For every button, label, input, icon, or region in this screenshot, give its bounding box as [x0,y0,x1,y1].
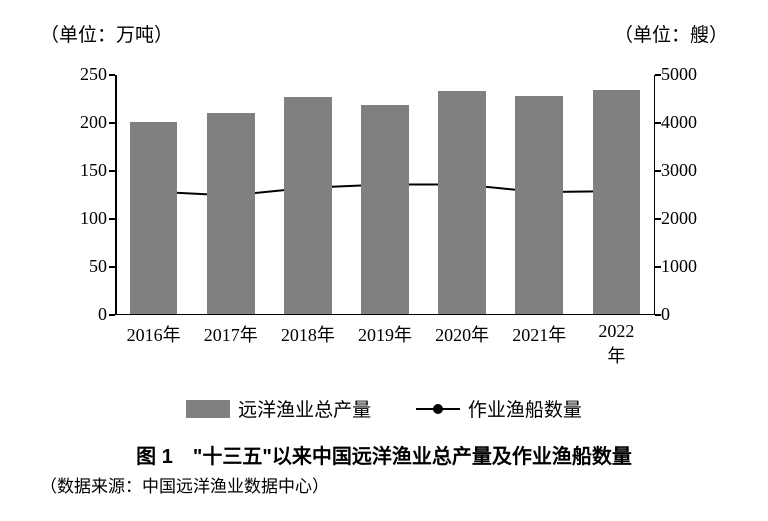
legend-bar-label: 远洋渔业总产量 [238,395,371,422]
legend-line-label: 作业渔船数量 [468,395,582,422]
bar [130,122,178,314]
bar [438,91,486,314]
x-category-label: 2022年 [597,321,636,368]
y-right-tick-label: 4000 [661,112,711,133]
x-category-label: 2016年 [127,321,181,347]
legend: 远洋渔业总产量 作业渔船数量 [0,395,768,424]
x-category-label: 2017年 [204,321,258,347]
y-left-tick-label: 150 [67,160,107,181]
bar [207,113,255,314]
bar [593,90,641,314]
x-category-label: 2019年 [358,321,412,347]
x-category-label: 2020年 [435,321,489,347]
y-left-tick-label: 250 [67,64,107,85]
data-source-note: （数据来源：中国远洋渔业数据中心） [40,472,329,497]
y-left-tick-label: 0 [67,304,107,325]
legend-bar-swatch [186,400,230,418]
y-right-tick-label: 3000 [661,160,711,181]
x-category-label: 2018年 [281,321,335,347]
y-left-tick-label: 50 [67,256,107,277]
bar [361,105,409,314]
bar [515,96,563,314]
figure-caption: 图 1 "十三五"以来中国远洋渔业总产量及作业渔船数量 [0,440,768,469]
y-right-tick-label: 5000 [661,64,711,85]
legend-item-bar: 远洋渔业总产量 [186,395,371,422]
chart-container: （单位：万吨） （单位：艘） 0501001502002500100020003… [40,20,728,380]
y-left-tick-label: 200 [67,112,107,133]
plot-area: 0501001502002500100020003000400050002016… [115,75,655,315]
y-right-tick-label: 0 [661,304,711,325]
bar [284,97,332,314]
y-right-unit-label: （单位：艘） [614,20,728,47]
legend-line-swatch [416,400,460,418]
y-right-tick-label: 1000 [661,256,711,277]
y-right-tick-label: 2000 [661,208,711,229]
x-category-label: 2021年 [512,321,566,347]
y-left-tick-label: 100 [67,208,107,229]
legend-item-line: 作业渔船数量 [416,395,582,422]
y-left-unit-label: （单位：万吨） [40,20,173,47]
